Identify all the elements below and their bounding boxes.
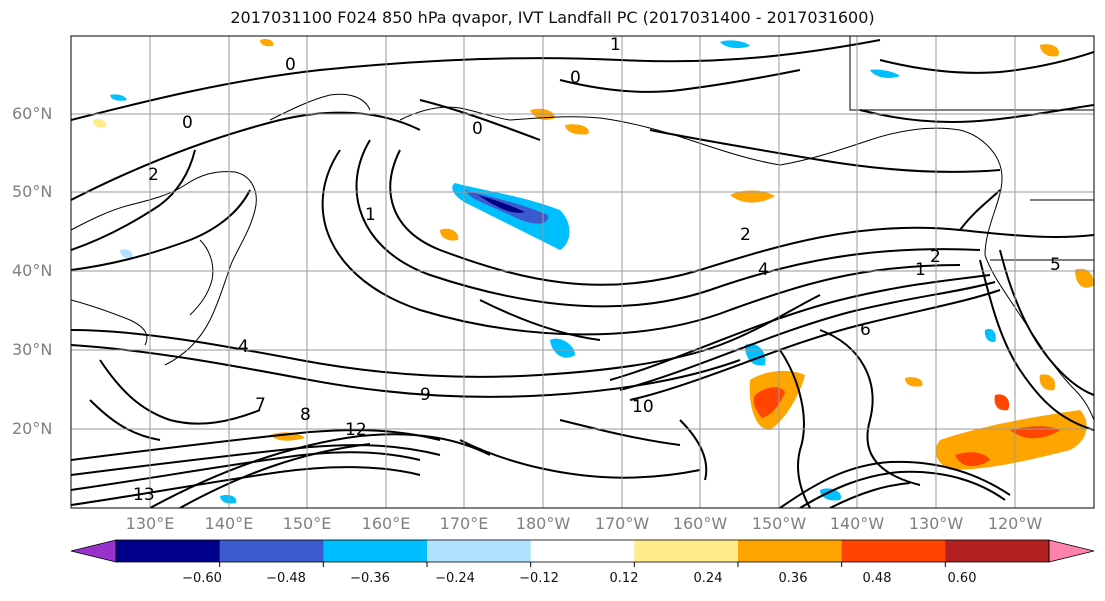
colorbar-tick-label: −0.48 xyxy=(266,571,306,586)
lat-label: 50°N xyxy=(12,182,53,201)
colorbar-tick-label: −0.12 xyxy=(519,571,559,586)
colorbar-tick-label: 0.60 xyxy=(947,571,977,586)
lon-label: 160°E xyxy=(361,514,411,533)
contour-labels: 0 0 0 0 1 1 1 2 2 2 4 4 5 6 7 8 9 10 12 … xyxy=(133,35,1061,505)
contour-label: 8 xyxy=(300,405,311,425)
contour-label: 1 xyxy=(610,35,621,55)
positive-anomaly-patches xyxy=(93,38,1094,470)
lat-label: 30°N xyxy=(12,340,53,359)
colorbar-tick-label: −0.60 xyxy=(182,571,222,586)
lat-label: 20°N xyxy=(12,419,53,438)
colorbar-tick-label: 0.48 xyxy=(862,571,892,586)
map-frame xyxy=(70,35,1095,509)
contour-label: 5 xyxy=(1050,255,1061,275)
colorbar-swatch xyxy=(116,540,221,562)
lon-label: 130°E xyxy=(125,514,175,533)
colorbar-swatch xyxy=(634,540,739,562)
map-title: 2017031100 F024 850 hPa qvapor, IVT Land… xyxy=(230,8,875,27)
contour-label: 7 xyxy=(255,395,266,415)
colorbar-extension-high xyxy=(1048,539,1095,563)
lon-label: 180°W xyxy=(515,514,571,533)
colorbar xyxy=(70,539,1095,567)
lon-label: 140°W xyxy=(829,514,885,533)
contour-label: 2 xyxy=(740,225,751,245)
contour-label: 4 xyxy=(758,260,769,280)
contour-label: 6 xyxy=(860,320,871,340)
colorbar-swatch xyxy=(841,540,946,562)
contour-label: 4 xyxy=(238,337,249,357)
colorbar-tick-label: −0.24 xyxy=(435,571,475,586)
lon-label: 130°W xyxy=(908,514,964,533)
contour-label: 0 xyxy=(570,68,581,88)
contour-label: 0 xyxy=(472,119,483,139)
contour-label: 1 xyxy=(915,260,926,280)
lat-label: 60°N xyxy=(12,104,53,123)
contour-label: 13 xyxy=(133,485,155,505)
colorbar-tick-label: 0.36 xyxy=(778,571,808,586)
colorbar-extension-low xyxy=(70,539,117,563)
colorbar-swatch xyxy=(530,540,635,562)
colorbar-swatch xyxy=(738,540,843,562)
colorbar-tick-label: 0.12 xyxy=(609,571,639,586)
contour-label: 12 xyxy=(345,420,367,440)
contour-label: 2 xyxy=(930,247,941,267)
contour-label: 1 xyxy=(365,205,376,225)
lon-label: 170°E xyxy=(439,514,489,533)
lon-label: 160°W xyxy=(672,514,728,533)
contour-label: 2 xyxy=(148,165,159,185)
colorbar-swatch xyxy=(945,540,1050,562)
lon-label: 150°W xyxy=(751,514,807,533)
lon-label: 120°W xyxy=(987,514,1043,533)
contour-label: 9 xyxy=(420,385,431,405)
lon-label: 140°E xyxy=(204,514,254,533)
contour-lines xyxy=(71,39,1094,508)
contour-label: 0 xyxy=(285,55,296,75)
colorbar-tick-label: −0.36 xyxy=(350,571,390,586)
colorbar-swatch xyxy=(323,540,428,562)
contour-label: 10 xyxy=(632,397,654,417)
colorbar-swatch xyxy=(219,540,324,562)
colorbar-tick-label: 0.24 xyxy=(693,571,723,586)
lon-label: 170°W xyxy=(594,514,650,533)
coastlines xyxy=(71,36,1094,421)
graticule xyxy=(71,36,1094,508)
contour-label: 0 xyxy=(182,113,193,133)
lon-label: 150°E xyxy=(282,514,332,533)
colorbar-frame xyxy=(115,539,1050,563)
map-field: 0 0 0 0 1 1 1 2 2 2 4 4 5 6 7 8 9 10 12 … xyxy=(71,35,1094,508)
negative-anomaly-patches xyxy=(110,40,996,504)
colorbar-swatch xyxy=(427,540,532,562)
lat-label: 40°N xyxy=(12,261,53,280)
